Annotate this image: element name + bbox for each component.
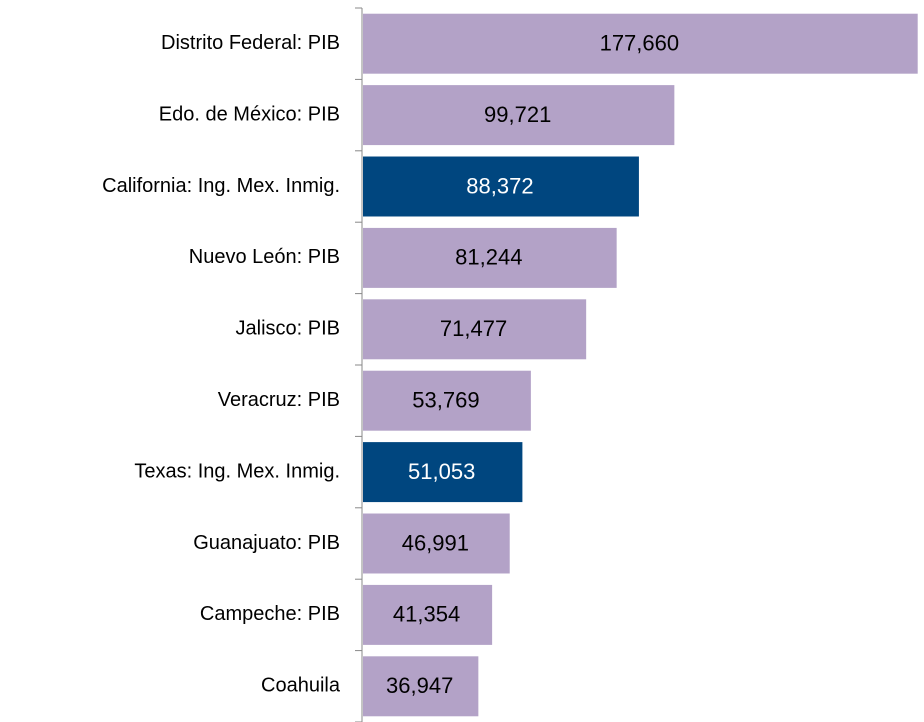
value-label: 99,721 <box>484 102 551 127</box>
bar <box>363 227 617 288</box>
bar <box>363 85 675 146</box>
bar <box>363 156 639 217</box>
y-tick-label: Veracruz: PIB <box>218 389 340 411</box>
bar <box>363 13 918 74</box>
y-tick-label: Guanajuato: PIB <box>193 532 340 554</box>
value-label: 81,244 <box>455 245 522 270</box>
y-tick-label: Jalisco: PIB <box>236 318 340 340</box>
value-label: 88,372 <box>466 173 533 198</box>
y-tick-label: Texas: Ing. Mex. Inmig. <box>134 460 340 482</box>
bar <box>363 584 493 645</box>
value-label: 46,991 <box>402 530 469 555</box>
value-label: 177,660 <box>600 31 680 56</box>
bar <box>363 370 531 431</box>
y-tick-label: Coahuila <box>261 675 341 697</box>
value-label: 51,053 <box>408 459 475 484</box>
y-tick-label: Distrito Federal: PIB <box>161 32 340 54</box>
y-tick-label: California: Ing. Mex. Inmig. <box>102 175 340 197</box>
y-tick-label: Campeche: PIB <box>200 603 340 625</box>
value-label: 71,477 <box>440 316 507 341</box>
bar <box>363 513 510 574</box>
bar <box>363 299 587 360</box>
bar <box>363 442 523 503</box>
y-tick-label: Nuevo León: PIB <box>189 246 340 268</box>
value-label: 53,769 <box>412 388 479 413</box>
value-label: 36,947 <box>386 673 453 698</box>
bar <box>363 656 479 717</box>
y-tick-label: Edo. de México: PIB <box>159 103 340 125</box>
value-label: 41,354 <box>393 602 460 627</box>
